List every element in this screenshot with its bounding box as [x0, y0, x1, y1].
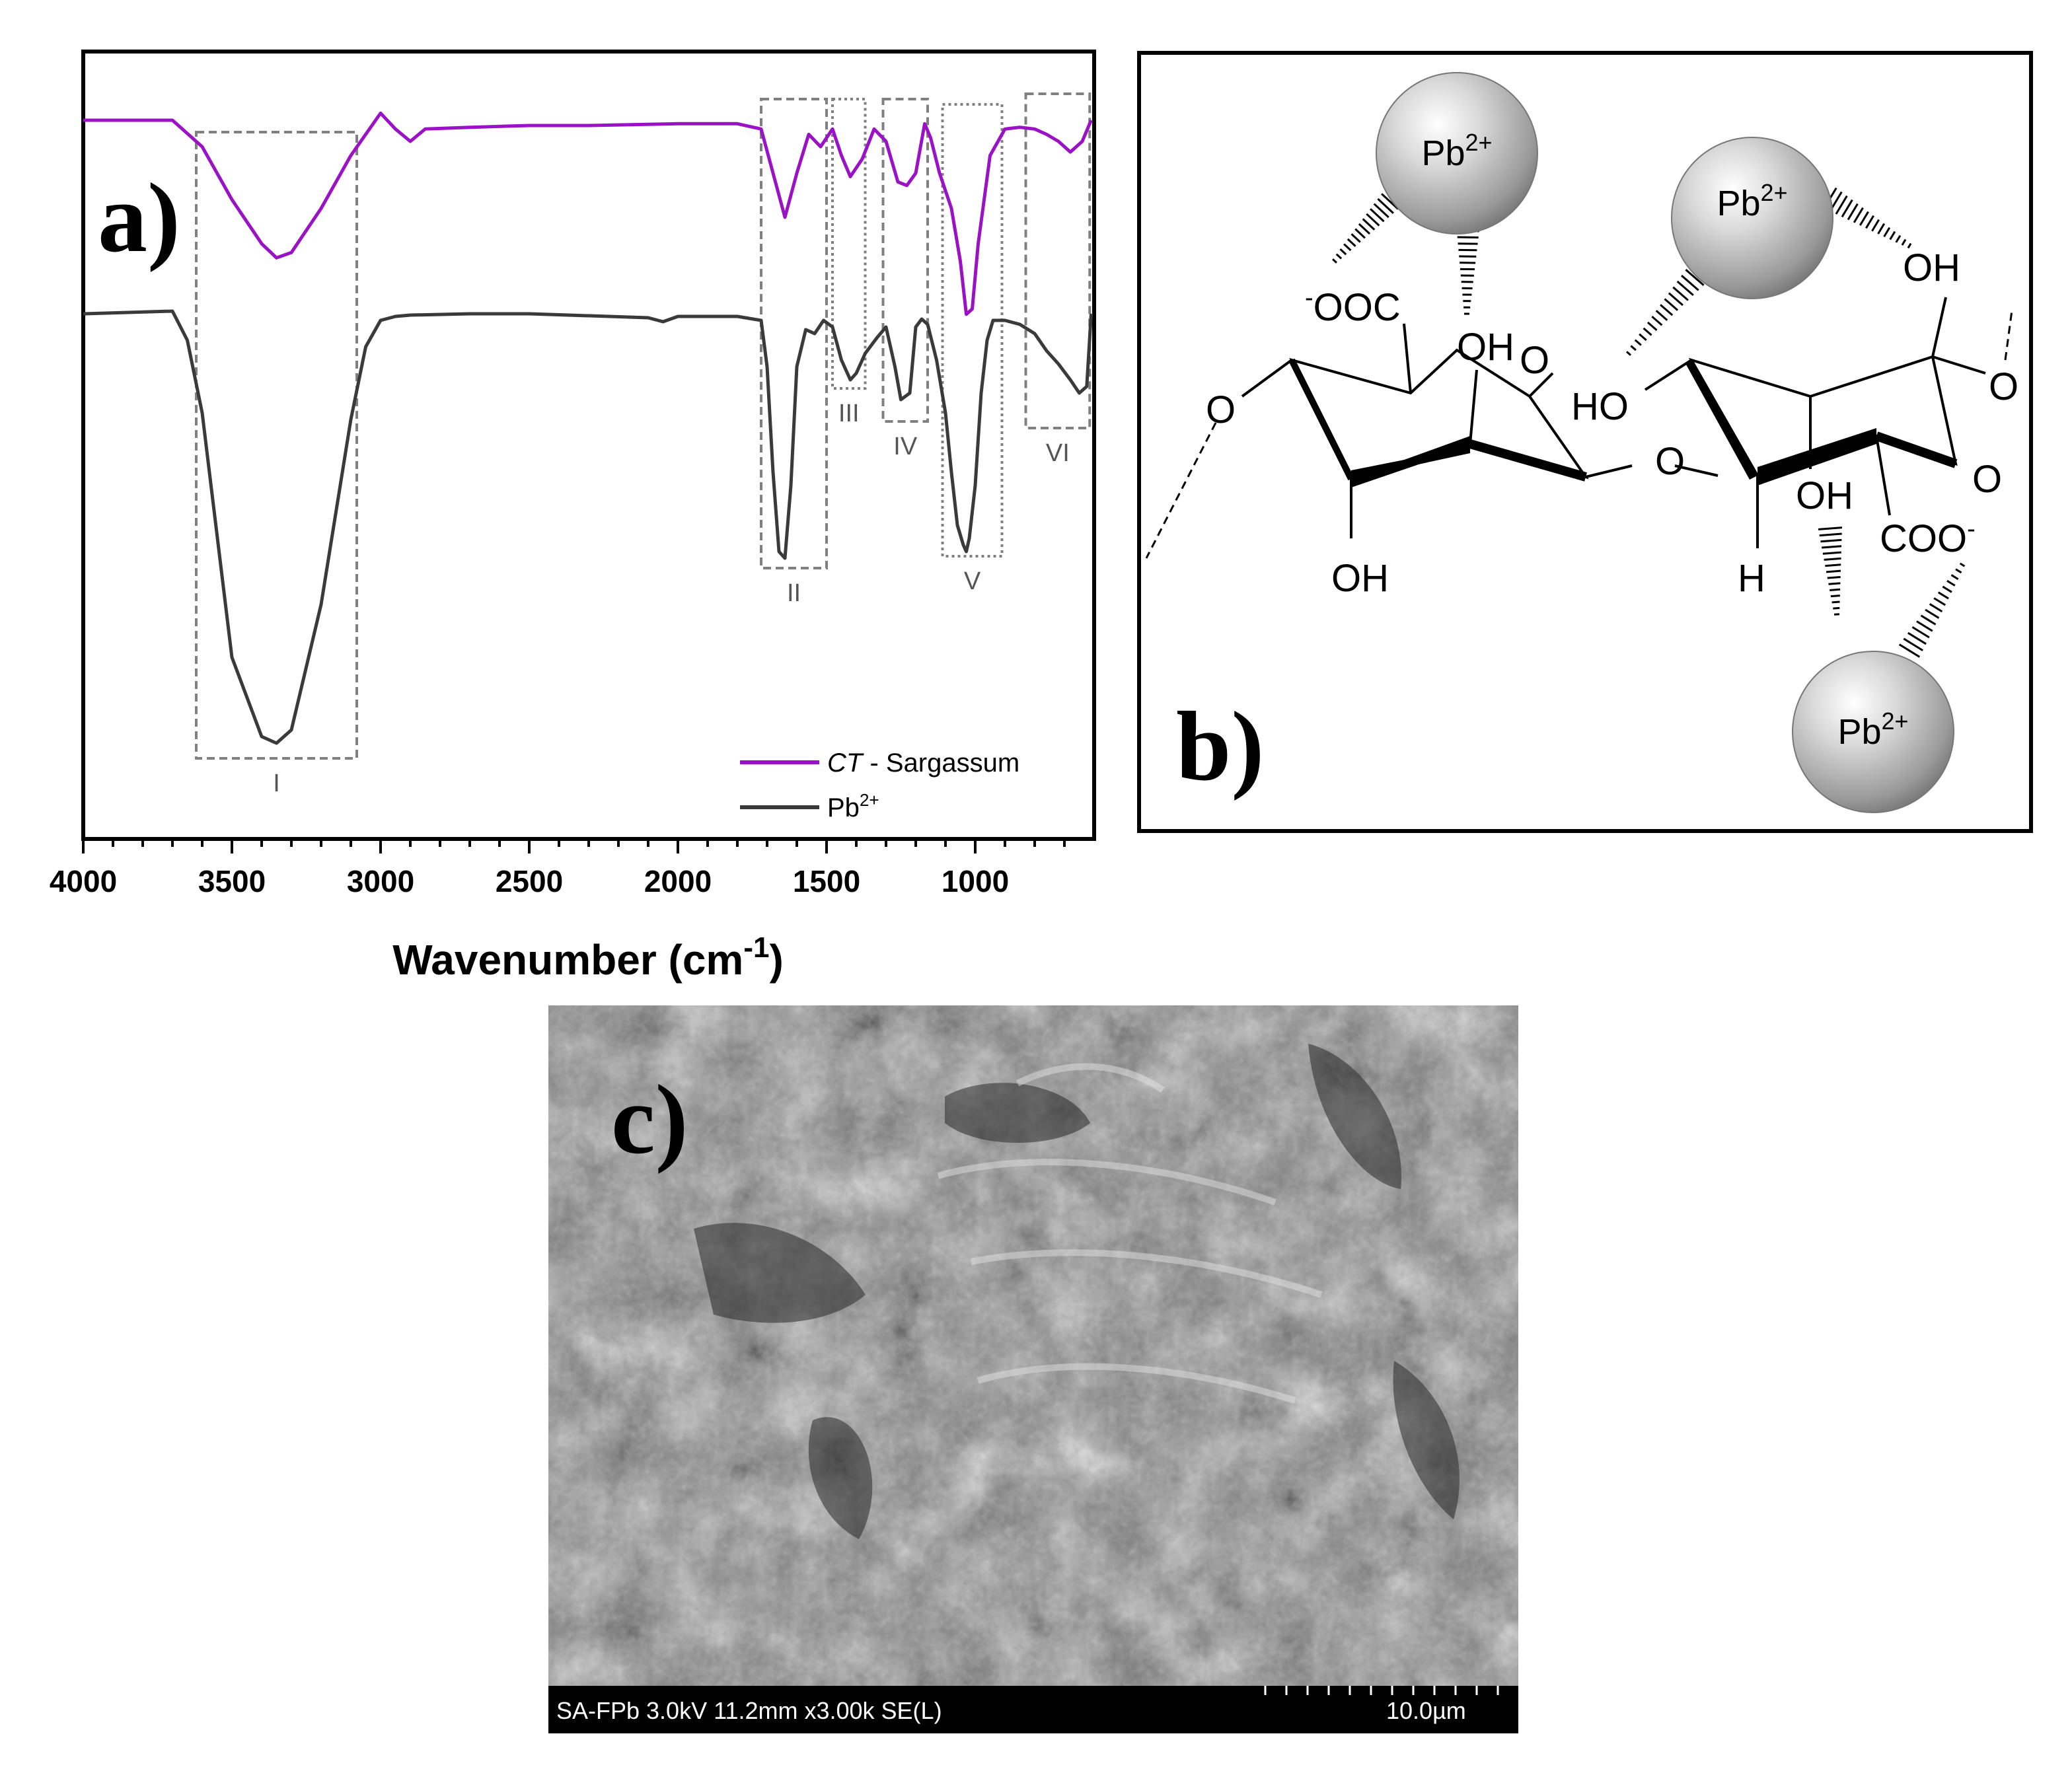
label-oh-bottom-left: OH — [1331, 557, 1389, 600]
label-o-ring-left: O — [1520, 339, 1549, 382]
left-sugar-ring — [1241, 323, 1633, 538]
bond-ho-pb2 — [1625, 269, 1705, 356]
binding-structure-diagram: -OOC OH O OH HO O O O O OH H OH COO- Pb2… — [1137, 51, 2033, 833]
pb-ion-1-label: Pb2+ — [1421, 129, 1492, 173]
bond-oh-mid-pb3 — [1818, 526, 1843, 616]
label-ho-mid: HO — [1571, 385, 1629, 428]
region-label-iii: III — [838, 400, 860, 427]
x-axis: 4000 3500 3000 2500 2000 1500 1000 — [50, 839, 1066, 898]
chain-dash-right — [2004, 310, 2013, 361]
label-coo-left: -OOC — [1305, 284, 1401, 329]
pb-ion-2-label: Pb2+ — [1717, 179, 1787, 223]
region-box-iv — [881, 98, 929, 423]
x-axis-title: Wavenumber (cm-1) — [392, 931, 784, 984]
bond-oh-left-pb1 — [1456, 223, 1481, 315]
panel-c-label: c) — [611, 1065, 688, 1175]
pb-ion-3: Pb2+ — [1792, 651, 1954, 813]
label-h-bottom: H — [1738, 557, 1765, 600]
x-tick-label: 2500 — [496, 864, 563, 898]
sem-micrograph: SA-FPb 3.0kV 11.2mm x3.00k SE(L) 10.0µm … — [548, 1005, 1518, 1733]
region-label-iv: IV — [893, 433, 918, 460]
region-label-vi: VI — [1046, 439, 1070, 467]
panel-a-label: a) — [98, 163, 180, 273]
pb-ion-2: Pb2+ — [1671, 137, 1833, 299]
region-box-v — [941, 103, 1004, 558]
x-tick-label: 4000 — [50, 864, 117, 898]
atom-labels: -OOC OH O OH HO O O O O OH H OH COO- — [1206, 246, 2018, 600]
sem-dark-crevices — [694, 1044, 1460, 1539]
bond-coo-right-pb3 — [1898, 562, 1966, 658]
sem-bright-ridges — [937, 1063, 1323, 1404]
right-sugar-ring — [1644, 297, 1986, 548]
label-oh-mid-right: OH — [1796, 474, 1853, 517]
sem-scale-ticks — [1264, 1686, 1499, 1695]
series-line-ct-sargassum — [83, 111, 1093, 316]
pb-ion-1: Pb2+ — [1376, 72, 1538, 235]
bond-oh-right-pb2 — [1823, 187, 1912, 249]
label-oh-top-left: OH — [1457, 326, 1514, 369]
x-tick-label: 3000 — [347, 864, 414, 898]
legend-label-pb: Pb2+ — [827, 790, 879, 822]
legend-label-ct-sargassum: CT - Sargassum — [827, 748, 1019, 778]
sem-info-bar — [548, 1686, 1518, 1733]
region-box-iii — [831, 98, 867, 390]
sem-scale-label: 10.0µm — [1386, 1697, 1466, 1724]
label-o-glyco: O — [1655, 440, 1685, 483]
region-label-v: V — [964, 567, 981, 595]
panel-b-frame — [1137, 51, 2033, 833]
label-o-link-right: O — [1989, 365, 2018, 408]
x-tick-label: 2000 — [644, 864, 712, 898]
pb-ion-3-label: Pb2+ — [1837, 707, 1908, 752]
label-o-link-left: O — [1206, 388, 1236, 431]
series-lines — [83, 111, 1093, 745]
legend: CT - Sargassum Pb2+ — [740, 748, 1019, 822]
x-tick-label: 1000 — [942, 864, 1009, 898]
label-o-ring-right: O — [1972, 458, 2002, 501]
label-oh-top-right: OH — [1903, 246, 1960, 289]
chain-dash-left — [1145, 422, 1217, 559]
x-tick-label: 1500 — [793, 864, 860, 898]
coordination-bonds — [1332, 187, 1966, 658]
panel-b-label: b) — [1176, 692, 1264, 801]
region-label-i: I — [273, 770, 280, 797]
region-box-vi — [1024, 92, 1092, 429]
sem-info-text: SA-FPb 3.0kV 11.2mm x3.00k SE(L) — [556, 1697, 942, 1724]
x-tick-label: 3500 — [198, 864, 266, 898]
region-box-ii — [760, 98, 828, 569]
region-box-i — [195, 131, 358, 760]
series-line-pb — [83, 309, 1093, 745]
region-label-ii: II — [787, 579, 801, 607]
label-coo-right: COO- — [1880, 515, 1976, 560]
